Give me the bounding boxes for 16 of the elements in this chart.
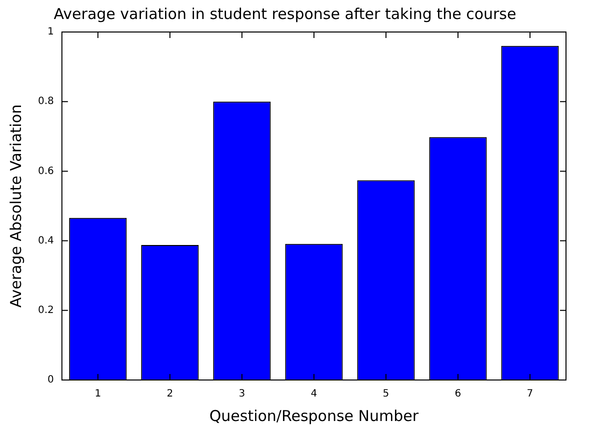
- x-axis-title: Question/Response Number: [209, 406, 420, 425]
- x-tick-label: 6: [454, 388, 462, 400]
- y-tick-label: 0.2: [38, 304, 54, 316]
- x-tick-label: 5: [382, 388, 390, 400]
- x-tick-label: 2: [166, 388, 174, 400]
- y-axis-title: Average Absolute Variation: [6, 104, 25, 308]
- x-tick-label: 4: [310, 388, 318, 400]
- y-tick-label: 0.6: [38, 166, 54, 177]
- y-tick-label: 0.8: [38, 96, 54, 108]
- chart-title: Average variation in student response after taking the course: [54, 4, 516, 23]
- y-tick-label: 1: [48, 26, 54, 38]
- x-tick-label: 7: [526, 388, 534, 400]
- y-tick-label: 0: [48, 374, 54, 386]
- x-tick-label: 1: [94, 388, 102, 400]
- y-tick-label: 0.4: [38, 235, 54, 246]
- x-tick-label: 3: [238, 388, 246, 400]
